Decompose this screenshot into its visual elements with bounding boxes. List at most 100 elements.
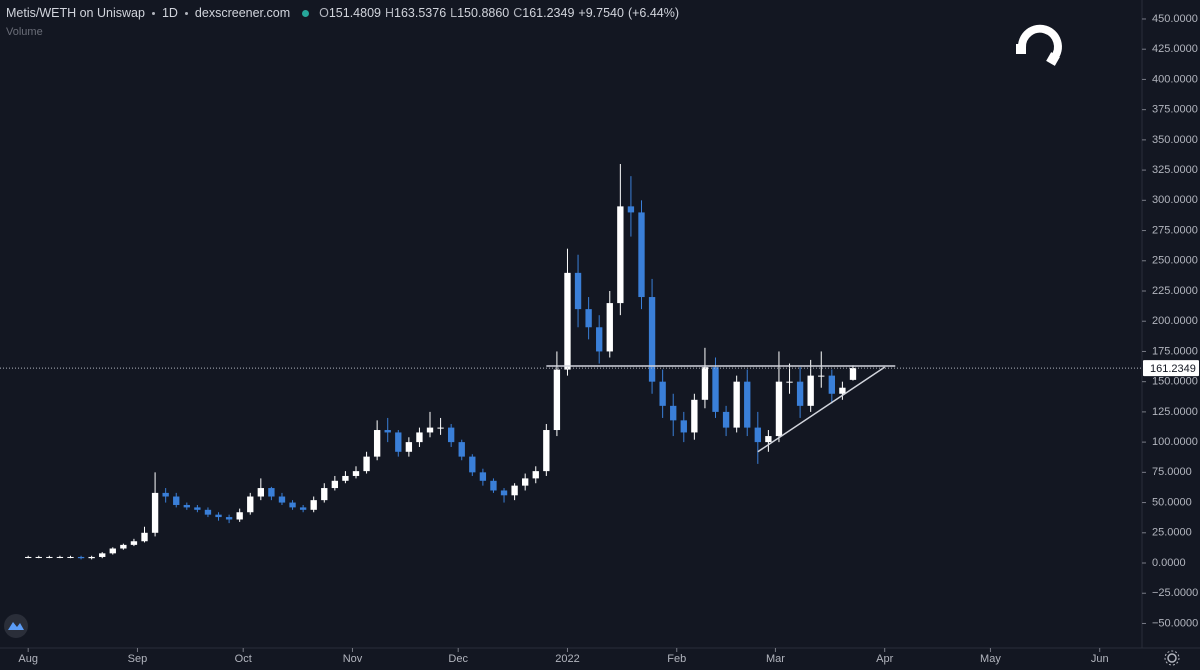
candle-body [447,427,455,443]
candle-body [680,420,687,433]
y-tick-label: 325.0000 [1152,164,1198,176]
y-tick-label: 300.0000 [1152,194,1198,206]
candle-body [839,387,846,394]
candle-body [807,375,814,406]
candle-body [606,303,613,352]
symbol-title[interactable]: Metis/WETH on Uniswap [6,6,145,20]
source: dexscreener.com [194,6,291,20]
candle-body [141,532,148,542]
candle-body [194,507,201,510]
candle-body [46,556,53,558]
interval[interactable]: 1D [161,6,178,20]
candle-body [373,430,381,457]
ohlc-value: 151.4809 [328,6,381,20]
x-tick-label: Apr [876,653,893,665]
candles [25,164,857,560]
candle-body [77,556,85,559]
candle-body [786,381,793,383]
ohlc-value: 161.2349 [522,6,575,20]
candle-body [775,381,783,437]
candle-body [796,381,804,406]
candle-body [384,430,391,433]
x-tick-label: Mar [766,653,785,665]
x-tick-label: Dec [448,653,468,665]
candle-body [257,488,264,497]
candle-body [543,430,550,472]
settings-icon[interactable] [1164,650,1180,666]
candle-body [479,472,487,481]
candle-body [596,327,603,352]
drawn-trendline [757,366,886,453]
ohlc-value: 150.8860 [457,6,510,20]
candle-body [162,492,169,497]
tradingview-logo[interactable] [4,614,28,638]
candle-body [744,381,751,428]
change: +9.7540 [578,6,624,20]
y-tick-label: 425.0000 [1152,43,1198,55]
y-tick-label: 0.0000 [1152,557,1186,569]
y-tick-label: 225.0000 [1152,285,1198,297]
candle-body [691,399,698,433]
change-pct: (+6.44%) [627,6,680,20]
candle-body [818,375,825,377]
candle-body [331,480,339,489]
candle-body [247,496,254,513]
candle-body [553,369,561,431]
candle-body [25,556,32,558]
volume-label[interactable]: Volume [6,26,43,38]
candle-body [564,272,571,370]
x-tick-label: Nov [343,653,363,665]
candle-body [511,485,518,496]
x-tick-label: Feb [667,653,686,665]
candle-body [426,427,434,433]
header: Metis/WETH on Uniswap 1D dexscreener.com… [6,6,683,20]
y-tick-label: 175.0000 [1152,345,1198,357]
candle-body [701,367,709,400]
candle-body [204,509,212,515]
candle-body [627,206,635,213]
y-tick-label: 450.0000 [1152,13,1198,25]
candle-body [363,456,370,472]
candle-body [151,492,159,533]
y-tick-label: 25.0000 [1152,527,1192,539]
candle-body [225,517,233,520]
candle-body [405,442,413,452]
candle-body [765,436,772,443]
last-price-label: 161.2349 [1150,363,1196,375]
ohlc-label: C [513,6,523,20]
candle-body [522,478,529,486]
candle-body [458,442,465,457]
candle-body [469,456,476,473]
candle-body [352,471,360,476]
candle-body [828,375,835,394]
candle-body [278,496,286,503]
candle-body [849,368,857,380]
y-tick-label: 50.0000 [1152,496,1192,508]
y-tick-label: 75.0000 [1152,466,1192,478]
candle-body [617,206,624,304]
ohlc-label: L [450,6,458,20]
candle-body [585,309,592,328]
ohlc-value: 163.5376 [394,6,447,20]
brand-logo [1016,24,1062,66]
last-price-tag [1143,360,1199,377]
candle-body [659,381,666,406]
y-tick-label: 150.0000 [1152,376,1198,388]
y-tick-label: 250.0000 [1152,255,1198,267]
x-tick-label: Jun [1091,653,1109,665]
x-tick-label: May [980,653,1001,665]
candle-body [215,514,222,518]
candle-body [299,507,307,510]
candle-body [754,427,761,443]
candle-body [712,367,719,412]
y-tick-label: 375.0000 [1152,104,1198,116]
candle-body [236,512,243,520]
candle-body [722,411,730,428]
candle-body [35,556,42,558]
candle-body [574,272,582,310]
candle-body [289,502,296,508]
y-tick-label: 200.0000 [1152,315,1198,327]
x-tick-label: Aug [18,653,38,665]
